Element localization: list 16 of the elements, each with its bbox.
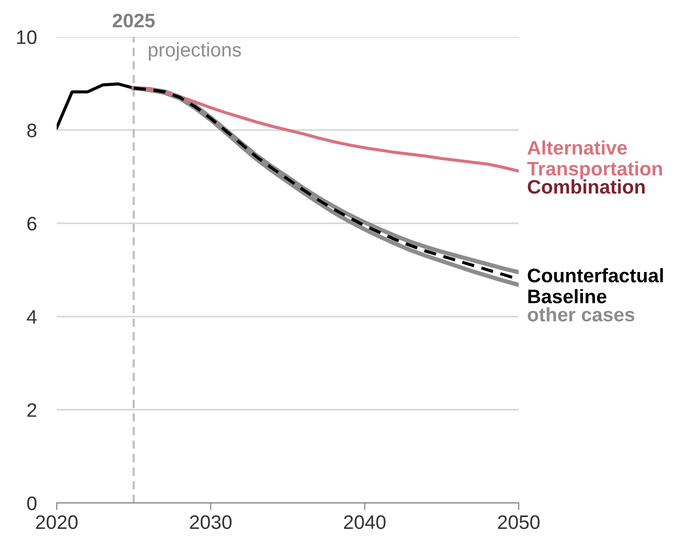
x-tick-label: 2050 [498,515,540,530]
y-tick-label: 8 [27,124,36,138]
x-tick-label: 2030 [190,515,232,530]
y-tick-label: 10 [17,30,36,44]
series-label: other cases [528,307,634,322]
y-tick-label: 4 [26,310,37,324]
y-tick-label: 6 [27,216,36,231]
series-label: Alternative Transportation [527,140,662,180]
y-tick-label: 2 [27,403,36,417]
annotation: projections [148,42,241,61]
series-label: Counterfactual Baseline [528,268,663,304]
x-tick-label: 2020 [36,515,78,530]
legend-label: Combination [528,179,645,194]
y-tick-label: 0 [27,496,36,510]
ref-line-label: 2025 [112,14,155,28]
x-tick-label: 2040 [344,515,386,530]
